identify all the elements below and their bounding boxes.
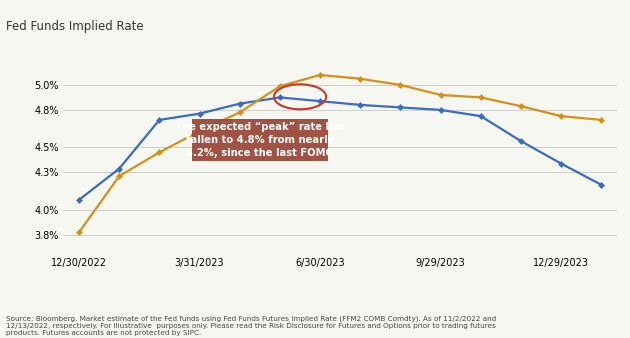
FancyBboxPatch shape <box>192 119 328 161</box>
12/13/2022 <box>558 162 565 166</box>
12/13/2022 <box>517 139 525 143</box>
11/2/2022 <box>477 95 484 99</box>
12/13/2022 <box>357 103 364 107</box>
11/2/2022 <box>156 150 163 154</box>
Text: Source: Bloomberg. Market estimate of the Fed funds using Fed Funds Futures Impl: Source: Bloomberg. Market estimate of th… <box>6 316 496 336</box>
12/13/2022 <box>236 102 244 106</box>
12/13/2022 <box>437 108 444 112</box>
11/2/2022 <box>517 104 525 108</box>
11/2/2022 <box>196 129 203 133</box>
12/13/2022 <box>597 183 605 187</box>
12/13/2022 <box>115 167 123 171</box>
11/2/2022 <box>357 77 364 81</box>
Line: 11/2/2022: 11/2/2022 <box>77 73 604 235</box>
12/13/2022 <box>156 118 163 122</box>
Line: 12/13/2022: 12/13/2022 <box>77 95 604 202</box>
12/13/2022 <box>477 114 484 118</box>
12/13/2022 <box>276 95 284 99</box>
12/13/2022 <box>397 105 404 110</box>
Legend: 12/13/2022, 11/2/2022: 12/13/2022, 11/2/2022 <box>246 0 434 3</box>
11/2/2022 <box>316 73 324 77</box>
12/13/2022 <box>316 99 324 103</box>
12/13/2022 <box>196 112 203 116</box>
11/2/2022 <box>558 114 565 118</box>
Text: Fed Funds Implied Rate: Fed Funds Implied Rate <box>6 20 144 33</box>
11/2/2022 <box>437 93 444 97</box>
Text: The expected “peak” rate has
fallen to 4.8% from nearly
5.2%, since the last FOM: The expected “peak” rate has fallen to 4… <box>175 122 345 158</box>
11/2/2022 <box>76 230 83 234</box>
11/2/2022 <box>397 83 404 87</box>
11/2/2022 <box>115 174 123 178</box>
12/13/2022 <box>76 198 83 202</box>
11/2/2022 <box>597 118 605 122</box>
11/2/2022 <box>276 84 284 88</box>
11/2/2022 <box>236 111 244 115</box>
